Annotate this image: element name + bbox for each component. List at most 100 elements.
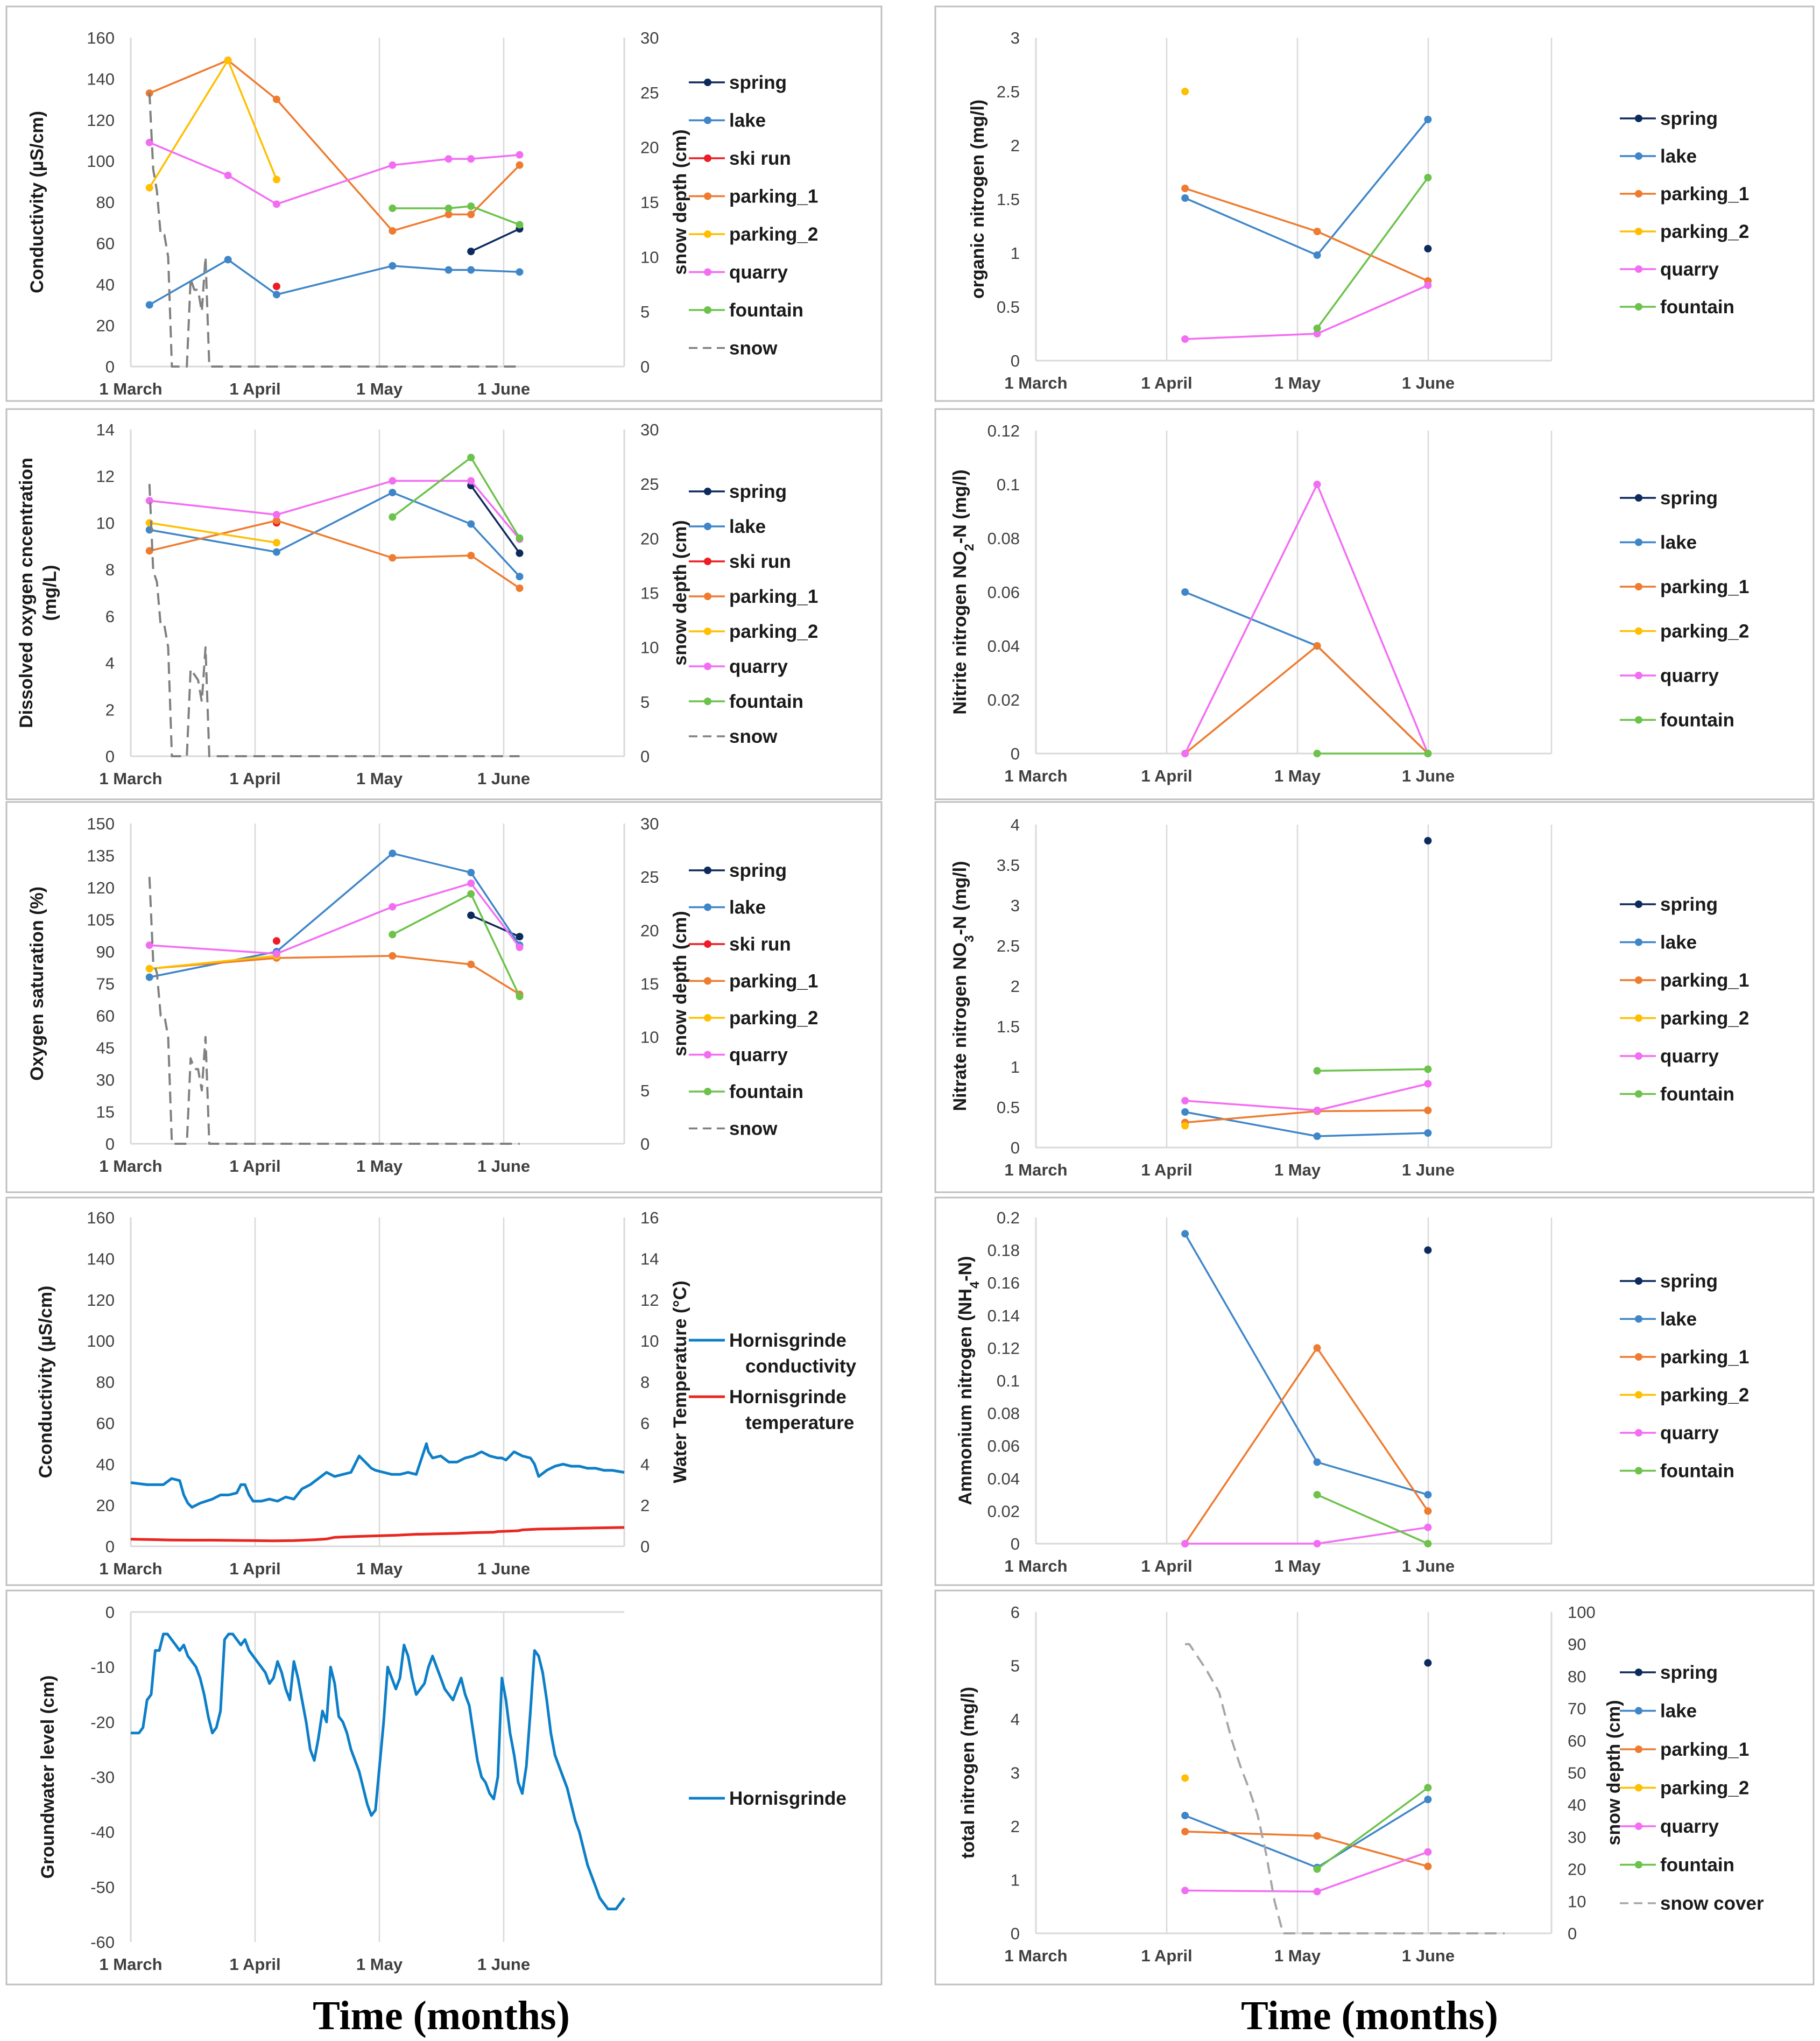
- series-parking-2: [1181, 88, 1189, 95]
- data-point-fountain: [1313, 1491, 1321, 1499]
- y2-tick-label: 15: [640, 975, 659, 994]
- data-point-fountain: [1313, 750, 1321, 757]
- y2-tick-label: 20: [640, 529, 659, 548]
- series-fountain: [1313, 174, 1432, 332]
- y2-tick-label: 5: [640, 302, 650, 321]
- x-tick-label: 1 June: [1402, 1160, 1455, 1179]
- data-point-fountain: [1313, 1865, 1321, 1873]
- legend-label-lake: lake: [729, 897, 766, 918]
- y-tick-label: 0.12: [987, 421, 1020, 440]
- legend-marker-spring: [1635, 494, 1642, 502]
- y-tick-label: 140: [87, 1249, 115, 1268]
- y-tick-label: 0: [105, 1537, 115, 1556]
- x-tick-label: 1 April: [1141, 1160, 1192, 1179]
- y-axis-title-line: (mg/L): [40, 565, 60, 621]
- y-tick-label: 2: [1011, 136, 1020, 155]
- y-tick-label: 140: [87, 69, 115, 88]
- legend-marker-fountain: [1635, 1090, 1642, 1098]
- x-tick-label: 1 June: [1402, 374, 1455, 392]
- series-line-parking-2: [149, 522, 277, 544]
- y-tick-label: 1: [1011, 1871, 1020, 1890]
- y-tick-label: 0.06: [987, 1437, 1020, 1455]
- data-point-quarry: [389, 477, 397, 485]
- series-spring: [1424, 837, 1432, 844]
- legend-marker-lake: [1635, 1315, 1642, 1323]
- y-tick-label: 3: [1011, 896, 1020, 915]
- x-tick-label: 1 April: [229, 379, 280, 398]
- data-point-parking-2: [272, 539, 280, 547]
- legend-label-snow: snow: [729, 338, 778, 359]
- legend-label-ski-run: ski run: [729, 551, 791, 572]
- data-point-quarry: [1181, 1097, 1189, 1104]
- legend-label-snow: snow: [729, 726, 778, 747]
- y-tick-label: 40: [96, 1455, 115, 1474]
- legend-marker-ski-run: [704, 558, 711, 565]
- y2-tick-label: 30: [1568, 1828, 1586, 1847]
- legend-marker-spring: [704, 488, 711, 495]
- y-tick-label: 4: [105, 654, 115, 673]
- series-parking-1: [1181, 185, 1432, 285]
- data-point-spring: [1424, 1246, 1432, 1254]
- series-fountain: [389, 454, 524, 542]
- y2-tick-label: 30: [640, 29, 659, 47]
- legend-label-spring: spring: [1660, 108, 1718, 129]
- data-point-spring: [1424, 837, 1432, 844]
- y-tick-label: 0.12: [987, 1339, 1020, 1357]
- y2-tick-label: 30: [640, 814, 659, 833]
- left-x-axis-title: Time (months): [313, 1993, 570, 2038]
- series-hornisgrinde-temperature: [130, 1526, 625, 1543]
- y2-tick-label: 5: [640, 693, 650, 712]
- series-lake: [1181, 1108, 1432, 1140]
- legend-label-lake: lake: [1660, 532, 1697, 553]
- data-point-ski-run: [272, 937, 280, 945]
- data-point-quarry: [1313, 1107, 1321, 1114]
- legend-marker-fountain: [1635, 716, 1642, 724]
- legend-marker-spring: [1635, 1277, 1642, 1285]
- x-tick-label: 1 May: [1274, 766, 1321, 785]
- series-fountain: [389, 202, 524, 229]
- legend-label-ski-run: ski run: [729, 934, 791, 955]
- legend-marker-parking-2: [1635, 627, 1642, 635]
- y2-tick-label: 0: [640, 747, 650, 766]
- x-tick-label: 1 March: [1004, 1946, 1067, 1965]
- chart-c4: 0 20 40 60 80 100 120 140 160 0 2 4 6 8 10 12 14 16 1 Marc…: [36, 1208, 857, 1578]
- series-ski-run: [272, 283, 280, 291]
- series-line-fountain: [1317, 1068, 1428, 1072]
- y-tick-label: 6: [105, 607, 115, 626]
- y-axis-title: Oxygen saturation (%): [27, 886, 47, 1081]
- y-tick-label: 0.5: [997, 1098, 1020, 1117]
- y2-tick-label: 10: [640, 638, 659, 657]
- legend-label-fountain: fountain: [729, 1081, 803, 1102]
- series-line-fountain: [392, 205, 520, 226]
- y2-tick-label: 10: [640, 1028, 659, 1047]
- y-axis-title: Conductivity (µS/cm): [27, 111, 47, 293]
- y-axis-title-rest: -N): [955, 1256, 976, 1282]
- series-line-snow: [148, 92, 520, 368]
- legend-marker-quarry: [1635, 672, 1642, 679]
- y2-tick-label: 0: [1568, 1924, 1577, 1943]
- legend-label-parking-2: parking_2: [729, 621, 818, 642]
- y2-tick-label: 16: [640, 1208, 659, 1227]
- y-tick-label: 60: [96, 234, 115, 253]
- y-tick-label: 160: [87, 1208, 115, 1227]
- legend-label-line: Hornisgrinde: [729, 1387, 846, 1407]
- data-point-parking-1: [467, 210, 475, 219]
- y-tick-label: 105: [87, 911, 115, 930]
- legend-marker-lake: [1635, 538, 1642, 546]
- data-point-lake: [272, 548, 280, 556]
- data-point-parking-1: [1424, 1107, 1432, 1114]
- series-parking-2: [1181, 1774, 1189, 1782]
- y2-tick-label: 6: [640, 1414, 650, 1433]
- legend-label-fountain: fountain: [1660, 297, 1734, 318]
- y-axis-title-line: Dissolved oxygen cncentration: [16, 458, 37, 728]
- data-point-fountain: [1424, 1540, 1432, 1547]
- data-point-lake: [145, 973, 153, 981]
- y-tick-label: 160: [87, 29, 115, 47]
- y2-tick-label: 4: [640, 1455, 650, 1474]
- data-point-fountain: [1313, 325, 1321, 332]
- series-line-spring: [470, 485, 520, 554]
- data-point-fountain: [516, 993, 524, 1001]
